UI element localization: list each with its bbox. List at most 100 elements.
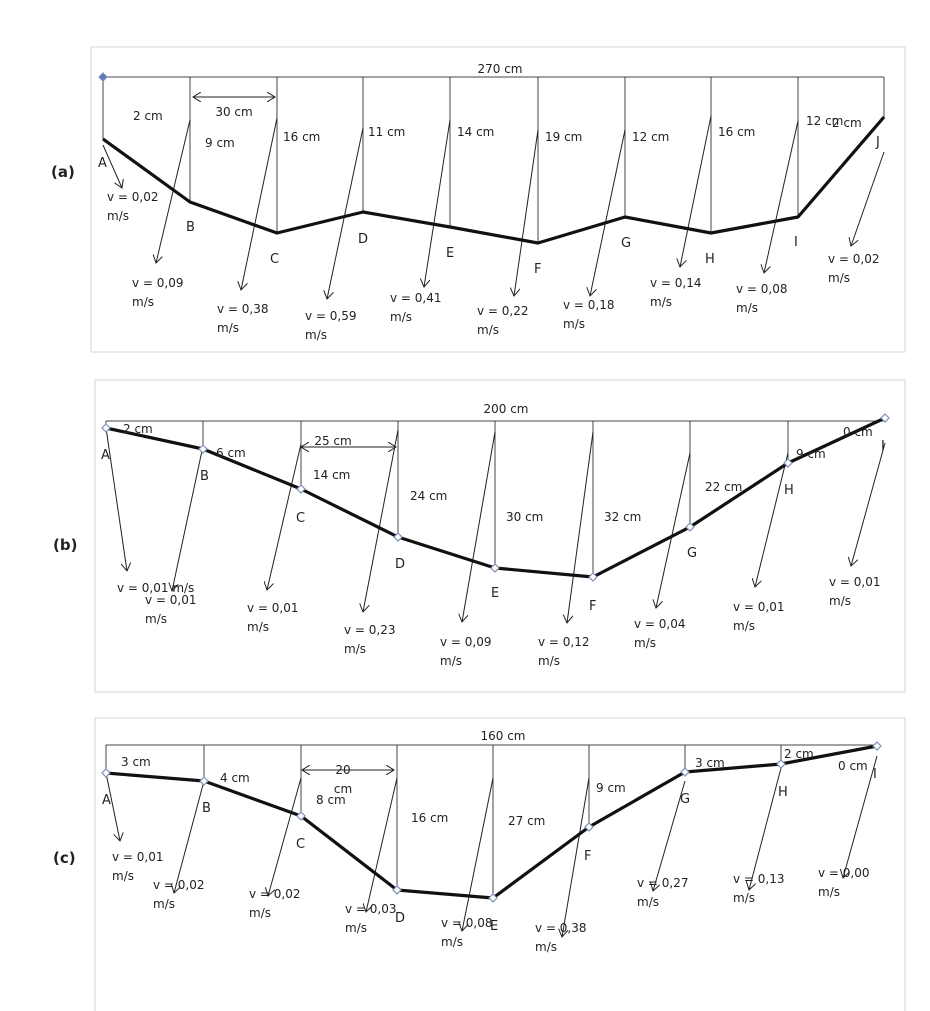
velocity-label: v = 0,08	[736, 282, 788, 296]
velocity-label: v = 0,22	[477, 304, 529, 318]
depth-label: 16 cm	[411, 811, 448, 825]
panel-c: (c) 160 cm 20 cm 3 cm 4 cm 8 cm 16 cm 27 cm 9 cm 3…	[53, 717, 906, 1011]
velocity-unit-label: m/s	[345, 921, 367, 935]
velocity-label: v = 0,38	[535, 921, 587, 935]
velocity-unit-label: m/s	[736, 301, 758, 315]
spacing-label: 30 cm	[215, 105, 252, 119]
station-node	[488, 893, 498, 903]
velocity-unit-label: m/s	[344, 642, 366, 656]
velocity-unit-label: m/s	[153, 897, 175, 911]
total-width-label: 270 cm	[477, 62, 522, 76]
velocity-arrow	[843, 755, 878, 878]
station-label: H	[705, 252, 715, 267]
velocity-arrow	[749, 767, 782, 890]
velocity-arrow	[656, 452, 691, 608]
velocity-arrow	[590, 129, 626, 296]
velocity-label: v = 0,02	[153, 878, 205, 892]
depth-label: 0 cm	[838, 759, 868, 773]
velocity-arrow	[102, 144, 122, 188]
panel-label: (b)	[53, 536, 77, 554]
depth-label: 16 cm	[718, 125, 755, 139]
velocity-unit-label: m/s	[829, 594, 851, 608]
station-node	[393, 532, 403, 542]
velocity-label: v = 0,00	[818, 866, 870, 880]
velocity-label: v = 0,09	[132, 276, 184, 290]
depth-label: 0 cm	[843, 425, 873, 439]
station-node	[588, 572, 598, 582]
velocity-arrow	[462, 431, 496, 622]
panel-frame	[94, 379, 906, 693]
depth-label: 2 cm	[832, 116, 862, 130]
velocity-label: v = 0,14	[650, 276, 702, 290]
depth-label: 2 cm	[784, 747, 814, 761]
station-label: C	[296, 511, 305, 526]
depth-label: 22 cm	[705, 480, 742, 494]
velocity-arrow	[105, 772, 120, 841]
velocity-label: v = 0,23	[344, 623, 396, 637]
velocity-arrow	[680, 115, 712, 267]
velocity-arrow	[851, 442, 886, 566]
velocity-arrow	[327, 127, 364, 299]
depth-label: 3 cm	[695, 756, 725, 770]
velocity-label: v = 0,01	[733, 600, 785, 614]
station-label: B	[202, 801, 211, 816]
station-node	[98, 72, 108, 82]
station-label: C	[270, 252, 279, 267]
panel-a: (a) 270 cm 30 cm 2 cm 9 cm 16 cm 11 cm 14 cm 19 …	[51, 46, 906, 353]
velocity-arrow	[567, 431, 594, 623]
velocity-label: v = 0,01	[247, 601, 299, 615]
velocity-unit-label: m/s	[733, 891, 755, 905]
velocity-label: v = 0,27	[637, 876, 689, 890]
station-label: J	[875, 135, 880, 150]
velocity-label: v = 0,08	[441, 916, 493, 930]
station-label: I	[873, 767, 877, 782]
depth-label: 12 cm	[632, 130, 669, 144]
station-node	[101, 768, 111, 778]
station-node	[296, 484, 306, 494]
depth-label: 24 cm	[410, 489, 447, 503]
station-node	[490, 563, 500, 573]
station-label: D	[395, 911, 405, 926]
panel-frame	[90, 46, 906, 353]
velocity-arrow	[268, 777, 302, 896]
station-label: G	[680, 792, 690, 807]
station-node	[296, 811, 306, 821]
station-label: I	[794, 235, 798, 250]
station-node	[584, 822, 594, 832]
velocity-arrow	[172, 445, 204, 591]
station-node	[880, 413, 890, 423]
spacing-label: 20	[335, 763, 350, 777]
depth-label: 14 cm	[313, 468, 350, 482]
depth-label: 9 cm	[205, 136, 235, 150]
depth-label: 6 cm	[216, 446, 246, 460]
velocity-unit-label: m/s	[818, 885, 840, 899]
depth-label: 9 cm	[596, 781, 626, 795]
depth-label: 30 cm	[506, 510, 543, 524]
depth-label: 14 cm	[457, 125, 494, 139]
velocity-unit-label: m/s	[247, 620, 269, 634]
depth-label: 32 cm	[604, 510, 641, 524]
panel-label: (a)	[51, 163, 75, 181]
station-label: A	[101, 448, 110, 463]
velocity-label: v = 0,59	[305, 309, 357, 323]
velocity-unit-label: m/s	[390, 310, 412, 324]
velocity-arrow	[653, 780, 686, 891]
station-label: F	[534, 262, 541, 277]
panel-label: (c)	[53, 849, 76, 867]
velocity-unit-label: m/s	[637, 895, 659, 909]
bed-profile	[102, 115, 886, 245]
velocity-label: v = 0,38	[217, 302, 269, 316]
velocity-arrow	[174, 780, 205, 893]
velocity-arrow	[105, 427, 127, 571]
depth-label: 9 cm	[796, 447, 826, 461]
station-label: A	[102, 793, 111, 808]
velocity-unit-label: m/s	[634, 636, 656, 650]
velocity-arrow	[764, 120, 799, 273]
station-label: H	[778, 785, 788, 800]
spacing-label-unit: cm	[334, 782, 352, 796]
station-node	[783, 458, 793, 468]
velocity-arrow	[514, 129, 539, 296]
velocity-label: v = 0,02	[107, 190, 159, 204]
velocity-unit-label: m/s	[107, 209, 129, 223]
